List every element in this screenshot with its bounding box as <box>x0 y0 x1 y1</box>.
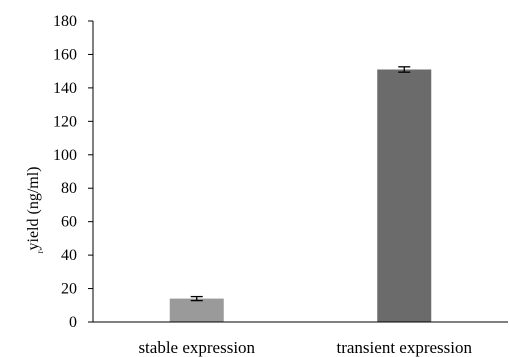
bar <box>169 298 224 322</box>
error-bar <box>398 66 411 73</box>
y-tick-label: 20 <box>61 281 77 298</box>
y-tick-label: 180 <box>53 13 77 30</box>
y-tick-label: 40 <box>61 247 77 264</box>
y-tick-label: 100 <box>53 147 77 164</box>
y-tick-label: 140 <box>53 80 77 97</box>
error-bar <box>190 295 203 302</box>
x-category-label: transient expression <box>337 338 473 357</box>
y-axis-title-text: yield (ng/ml) <box>25 167 42 251</box>
y-tick-label: 160 <box>53 46 77 63</box>
bars <box>169 69 432 322</box>
y-tick-label: 120 <box>53 113 77 130</box>
y-tick-label: 80 <box>61 180 77 197</box>
x-axis-categories: stable expression transient expression <box>138 338 472 357</box>
y-axis-ticks: 0 20 40 60 80 100 120 140 160 180 <box>53 13 93 331</box>
y-axis-title: ryield (ng/ml) <box>25 167 45 254</box>
y-axis-title-prefix: r <box>35 250 45 253</box>
bar <box>377 69 432 322</box>
error-bars <box>190 66 411 302</box>
y-tick-label: 60 <box>61 214 77 231</box>
x-category-label: stable expression <box>138 338 255 357</box>
y-tick-label: 0 <box>69 314 77 331</box>
